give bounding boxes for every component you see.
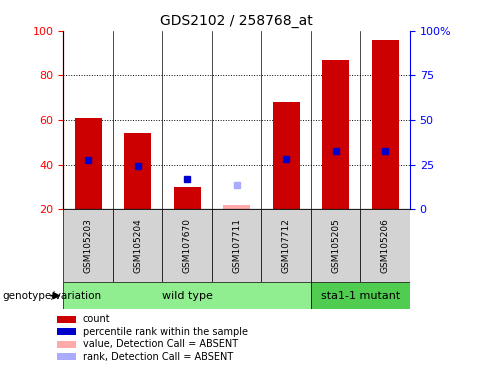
- Bar: [58, 353, 76, 360]
- Text: count: count: [83, 314, 111, 324]
- Bar: [163, 209, 212, 282]
- Text: value, Detection Call = ABSENT: value, Detection Call = ABSENT: [83, 339, 238, 349]
- Bar: [63, 209, 113, 282]
- Text: GSM105203: GSM105203: [83, 218, 93, 273]
- Bar: [262, 209, 311, 282]
- Bar: [58, 316, 76, 323]
- Bar: [223, 205, 250, 209]
- Text: wild type: wild type: [162, 291, 213, 301]
- Bar: [58, 341, 76, 348]
- Bar: [124, 133, 151, 209]
- Bar: [58, 328, 76, 335]
- Bar: [75, 118, 102, 209]
- Text: GSM105204: GSM105204: [133, 218, 142, 273]
- Text: GSM107711: GSM107711: [232, 218, 241, 273]
- Bar: [174, 187, 201, 209]
- Text: rank, Detection Call = ABSENT: rank, Detection Call = ABSENT: [83, 352, 233, 362]
- Bar: [322, 60, 349, 209]
- Bar: [361, 209, 410, 282]
- Bar: [212, 209, 262, 282]
- Bar: [311, 282, 410, 309]
- Text: genotype/variation: genotype/variation: [2, 291, 102, 301]
- Text: sta1-1 mutant: sta1-1 mutant: [321, 291, 400, 301]
- Text: GSM107670: GSM107670: [183, 218, 192, 273]
- Text: GSM105205: GSM105205: [331, 218, 340, 273]
- Bar: [273, 102, 300, 209]
- Bar: [63, 282, 311, 309]
- Bar: [113, 209, 163, 282]
- Text: GSM107712: GSM107712: [282, 218, 291, 273]
- Title: GDS2102 / 258768_at: GDS2102 / 258768_at: [160, 14, 313, 28]
- Bar: [311, 209, 361, 282]
- Text: percentile rank within the sample: percentile rank within the sample: [83, 327, 248, 337]
- Text: GSM105206: GSM105206: [381, 218, 390, 273]
- Bar: [371, 40, 399, 209]
